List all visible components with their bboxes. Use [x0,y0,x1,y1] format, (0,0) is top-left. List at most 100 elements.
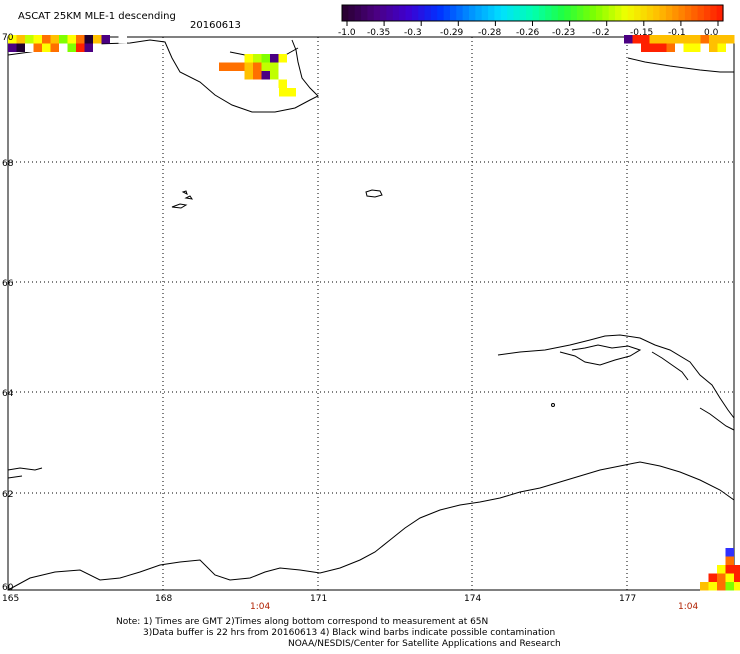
product-date: 20160613 [190,20,241,31]
wind-cell [16,43,25,52]
lon-label: 168 [155,594,172,604]
legend-swatch [507,5,515,21]
legend-swatch [634,5,642,21]
legend-swatch [557,5,565,21]
wind-cell [717,582,726,591]
footer-note-3: NOAA/NESDIS/Center for Satellite Applica… [288,639,561,649]
wind-cell [717,43,726,52]
legend-swatch [354,5,362,21]
legend-swatch [532,5,540,21]
wind-cell [8,35,17,44]
wind-cell [692,43,701,52]
legend-label: -0.3 [404,28,422,38]
legend-swatch [380,5,388,21]
wind-cell [675,35,684,44]
wind-cell [67,35,76,44]
wind-cell [253,71,262,80]
graticule [8,37,734,590]
legend-swatch [373,5,381,21]
legend-swatch [564,5,572,21]
wind-cell [709,43,718,52]
wind-cell [666,43,675,52]
legend-swatch [513,5,521,21]
wind-cell [658,43,667,52]
wind-cell [726,35,735,44]
lat-label: 62 [2,490,13,500]
wind-cell [244,71,253,80]
legend-label: -0.23 [552,28,575,38]
wind-cell [717,565,726,574]
legend-swatch [646,5,654,21]
legend-swatch [449,5,457,21]
wind-cell [227,62,236,71]
wind-cell [725,548,734,557]
legend-swatch [589,5,597,21]
wind-cell [76,43,85,52]
legend-swatch [665,5,673,21]
wind-cell [50,43,59,52]
wind-cell [50,35,59,44]
legend-swatch [342,5,349,21]
legend-swatch [710,5,718,21]
wind-cell [101,35,110,44]
legend-swatch [526,5,534,21]
legend-swatch [691,5,699,21]
legend-label: -0.35 [367,28,390,38]
legend-swatch [684,5,692,21]
lon-label: 174 [464,594,481,604]
legend-label: -0.1 [668,28,686,38]
legend-swatch [437,5,445,21]
wind-cell [734,565,740,574]
legend-label: -0.28 [478,28,502,38]
legend-swatch [430,5,438,21]
legend-swatch [348,5,356,21]
legend-swatch [659,5,667,21]
legend-swatch [367,5,375,21]
lat-label: 70 [2,33,14,43]
wind-cell [59,43,68,52]
legend-swatch [551,5,559,21]
wind-cell [270,54,279,63]
wind-cell [708,582,717,591]
legend-swatch [462,5,470,21]
wind-cell [725,556,734,565]
legend-swatch [399,5,407,21]
wind-swath [8,35,740,591]
legend-swatch [538,5,546,21]
legend-swatch [386,5,394,21]
wind-cell [734,573,740,582]
legend-label: -0.2 [592,28,610,38]
lon-label: 165 [2,594,19,604]
legend-swatch [411,5,419,21]
color-legend [341,4,724,26]
product-title: ASCAT 25KM MLE-1 descending [18,11,176,22]
legend-swatch [608,5,616,21]
color-legend-labels: -1.0 -0.35 -0.3 -0.29 -0.28 -0.26 -0.23 … [338,28,719,38]
legend-swatch [596,5,603,21]
legend-swatch [475,5,483,21]
legend-swatch [392,5,400,21]
wind-cell [279,88,288,97]
legend-swatch [716,5,724,21]
legend-label: 0.0 [704,28,719,38]
legend-swatch [488,5,495,21]
legend-label: -0.29 [440,28,464,38]
legend-swatch [672,5,680,21]
legend-swatch [703,5,711,21]
legend-label: -0.15 [630,28,653,38]
lon-label: 171 [310,594,327,604]
wind-cell [118,35,127,44]
wind-cell [641,35,650,44]
wind-cell [93,35,102,44]
wind-cell [717,35,726,44]
wind-cell [33,43,42,52]
wind-cell [236,62,245,71]
wind-cell [8,43,17,52]
legend-swatch [443,5,451,21]
legend-swatch [640,5,648,21]
wind-cell [42,43,51,52]
wind-cell [683,43,692,52]
lat-label: 66 [2,279,14,289]
legend-swatch [481,5,489,21]
